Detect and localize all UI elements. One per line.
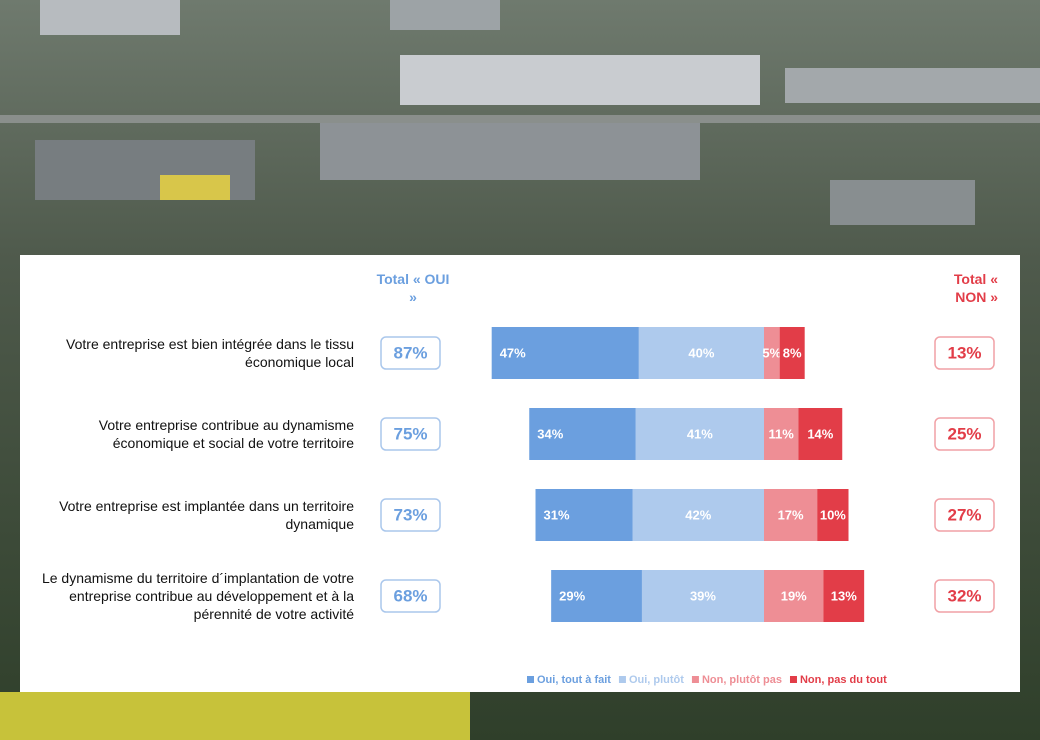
legend-swatch: [691, 676, 699, 683]
building: [400, 55, 760, 105]
total-non-header: Total « NON »: [953, 271, 998, 305]
total-oui-box: [380, 498, 441, 532]
bar-segment: [817, 489, 849, 541]
bar-segment: [529, 408, 636, 460]
bar-segment: [823, 570, 865, 622]
total-oui-value: 73%: [393, 505, 427, 524]
legend-swatch: [789, 676, 797, 683]
building: [390, 0, 500, 30]
bar-segment: [632, 489, 764, 541]
total-oui-box: [380, 336, 441, 370]
total-oui-value: 75%: [393, 424, 427, 443]
category-label: Votre entreprise est implantée dans un t…: [59, 498, 354, 532]
total-non-box: [934, 579, 995, 613]
total-non-value: 13%: [947, 343, 981, 362]
bar-value-label: 42%: [685, 507, 711, 522]
total-oui-header: Total « OUI »: [376, 271, 450, 305]
bar-segment: [764, 489, 818, 541]
bar-value-label: 5%: [762, 345, 781, 360]
panel: [20, 255, 1020, 692]
total-oui-box: [380, 417, 441, 451]
bar-value-label: 39%: [690, 588, 716, 603]
bar-value-label: 40%: [688, 345, 714, 360]
building: [160, 175, 230, 200]
bar-segment: [798, 408, 843, 460]
bar-segment: [764, 327, 780, 379]
category-label: Le dynamisme du territoire d´implantatio…: [41, 570, 354, 622]
total-non-box: [934, 417, 995, 451]
bar-segment: [551, 570, 642, 622]
bar-value-label: 10%: [820, 507, 846, 522]
legend-label: Non, pas du tout: [800, 674, 887, 686]
bar-segment: [764, 408, 799, 460]
total-non-value: 32%: [947, 586, 981, 605]
bar-value-label: 29%: [559, 588, 585, 603]
bar-value-label: 17%: [778, 507, 804, 522]
bar-segment: [491, 327, 639, 379]
bar-value-label: 14%: [807, 426, 833, 441]
bar-segment: [638, 327, 764, 379]
bar-value-label: 34%: [537, 426, 563, 441]
total-non-value: 27%: [947, 505, 981, 524]
bar-segment: [764, 570, 824, 622]
building: [320, 115, 700, 180]
bar-value-label: 8%: [783, 345, 802, 360]
total-non-value: 25%: [947, 424, 981, 443]
total-oui-box: [380, 579, 441, 613]
legend-swatch: [527, 676, 534, 683]
bar-segment: [641, 570, 764, 622]
legend-label: Non, plutôt pas: [702, 674, 782, 686]
bar-value-label: 41%: [687, 426, 713, 441]
bar-value-label: 11%: [769, 426, 795, 441]
bar-value-label: 31%: [544, 507, 570, 522]
bar-value-label: 47%: [500, 345, 526, 360]
building: [785, 68, 1040, 103]
field: [0, 692, 470, 740]
legend-label: Oui, plutôt: [629, 674, 684, 686]
legend-swatch: [618, 676, 626, 683]
bar-segment: [635, 408, 764, 460]
bar-value-label: 13%: [831, 588, 857, 603]
total-non-box: [934, 498, 995, 532]
building: [830, 180, 975, 225]
bar-segment: [779, 327, 805, 379]
road: [0, 115, 1040, 123]
category-label: Votre entreprise contribue au dynamisme …: [98, 417, 354, 451]
total-non-box: [934, 336, 995, 370]
legend-label: Oui, tout à fait: [537, 674, 611, 686]
bar-value-label: 19%: [781, 588, 807, 603]
total-oui-value: 68%: [393, 586, 427, 605]
bar-segment: [535, 489, 633, 541]
category-label: Votre entreprise est bien intégrée dans …: [66, 336, 354, 370]
total-oui-value: 87%: [393, 343, 427, 362]
building: [40, 0, 180, 35]
